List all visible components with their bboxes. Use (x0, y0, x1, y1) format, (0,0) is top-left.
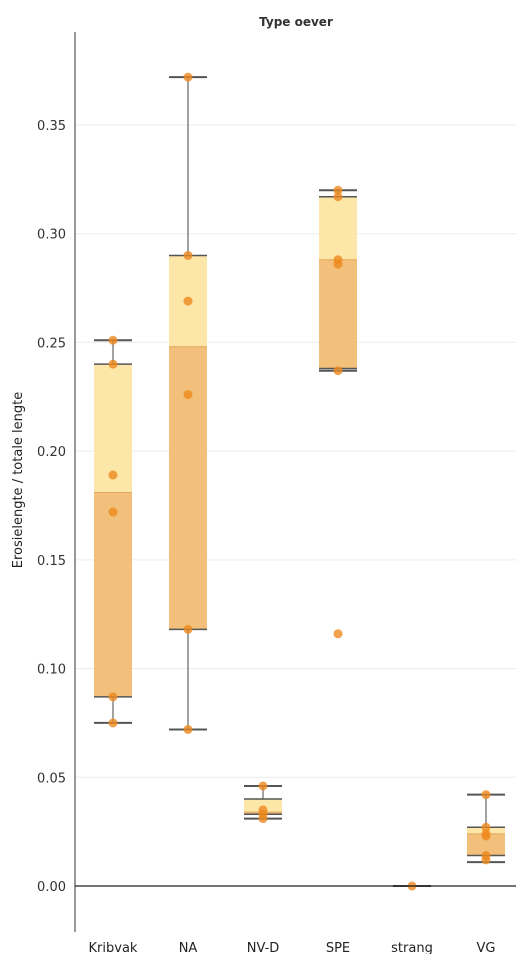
category-label: NV-D (247, 941, 280, 954)
data-point (333, 259, 343, 269)
data-point (108, 507, 118, 517)
y-tick-label: 0.15 (37, 554, 66, 569)
data-point (183, 296, 193, 306)
y-tick-label: 0.25 (37, 336, 66, 351)
y-tick-labels: 0.00 0.05 0.10 0.15 0.20 0.25 0.30 0.35 (37, 119, 66, 895)
y-axis-label: Erosielengte / totale lengte (11, 392, 26, 569)
chart-title: Type oever (259, 15, 333, 29)
y-tick-label: 0.30 (37, 228, 66, 243)
box-lower-half (319, 259, 357, 369)
y-tick-label: 0.35 (37, 119, 66, 134)
data-point (108, 335, 118, 345)
data-point (258, 814, 268, 824)
category-label: strang (391, 941, 433, 954)
data-point (183, 390, 193, 400)
data-point (108, 692, 118, 702)
category-label: SPE (326, 941, 350, 954)
grid-lines (75, 124, 516, 778)
data-point (333, 185, 343, 195)
data-point (183, 72, 193, 82)
category-labels: Kribvak NA NV-D SPE strang VG (89, 941, 496, 954)
data-point (481, 831, 491, 841)
data-point (333, 366, 343, 376)
data-point (333, 629, 343, 639)
data-point (108, 718, 118, 728)
data-point (183, 624, 193, 634)
box-spe (319, 189, 357, 372)
box-lower-half (467, 833, 505, 856)
y-tick-label: 0.05 (37, 771, 66, 786)
data-point (183, 250, 193, 260)
y-tick-label: 0.10 (37, 663, 66, 678)
box-lower-half (169, 346, 207, 630)
data-point (481, 790, 491, 800)
boxes (94, 76, 505, 887)
box-kribvak (94, 339, 132, 724)
category-label: VG (477, 941, 496, 954)
box-upper-half (319, 196, 357, 260)
data-point (108, 359, 118, 369)
category-label: NA (179, 941, 198, 954)
data-points (108, 72, 491, 891)
y-tick-label: 0.00 (37, 880, 66, 895)
data-point (481, 822, 491, 832)
data-point (481, 855, 491, 865)
data-point (258, 781, 268, 791)
data-point (333, 192, 343, 202)
data-point (183, 724, 193, 734)
data-point (108, 470, 118, 480)
box-lower-half (94, 492, 132, 697)
y-tick-label: 0.20 (37, 445, 66, 460)
category-label: Kribvak (89, 941, 138, 954)
